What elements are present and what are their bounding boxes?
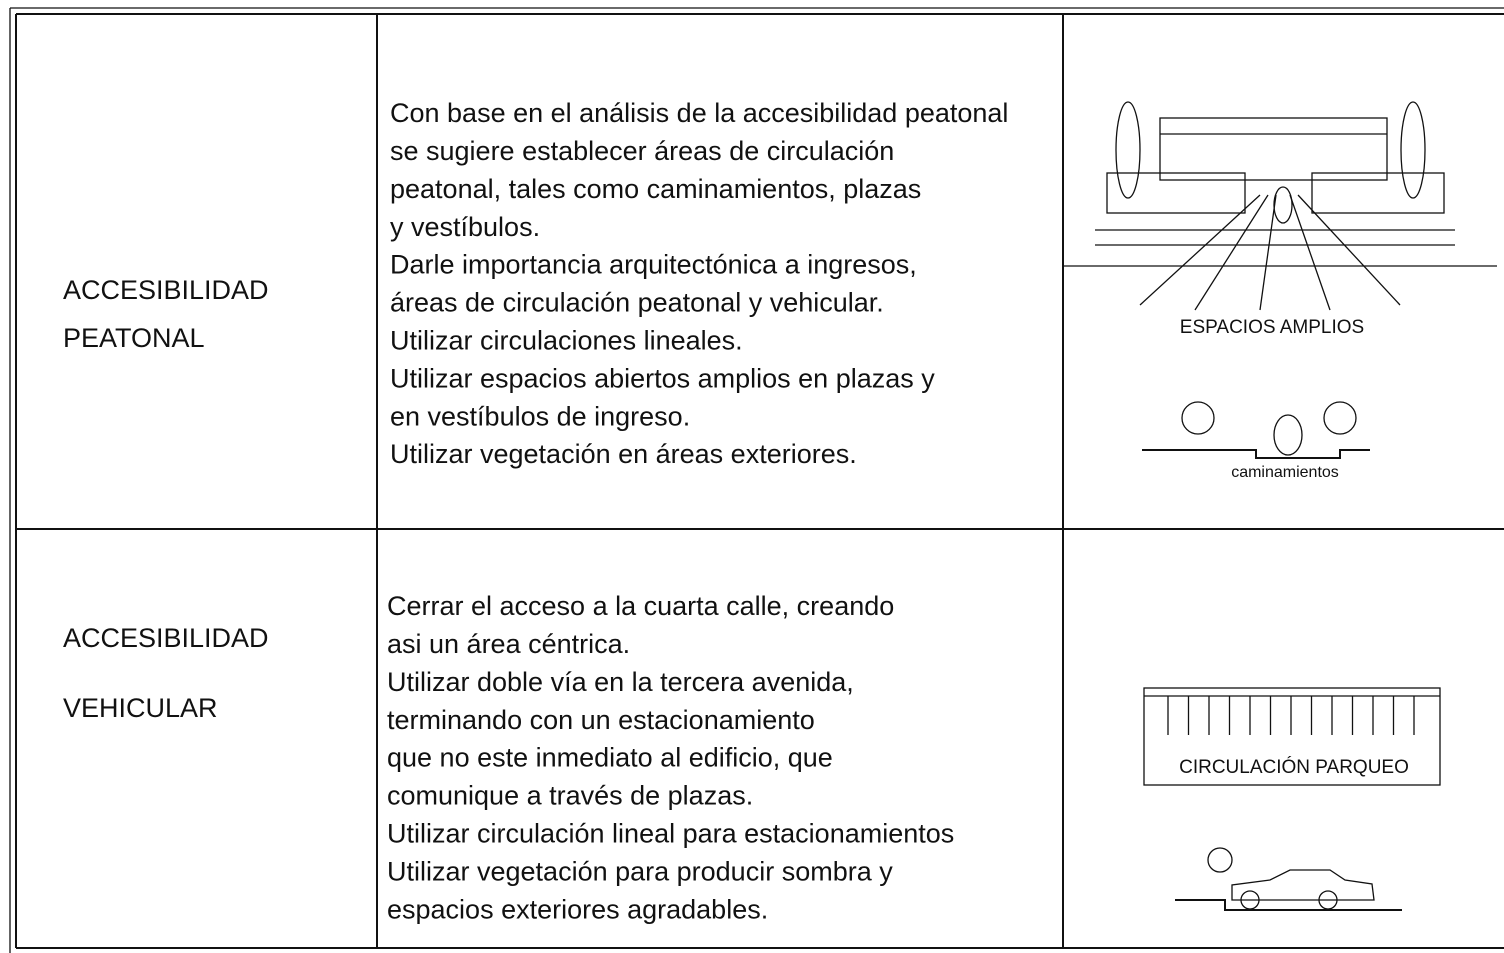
text-line: Utilizar espacios abiertos amplios en pl… xyxy=(390,363,935,393)
text-line: Utilizar doble vía en la tercera avenida… xyxy=(387,667,854,697)
text-line: asi un área céntrica. xyxy=(387,629,630,659)
text-line: Cerrar el acceso a la cuarta calle, crea… xyxy=(387,591,894,621)
text-line: Utilizar circulación lineal para estacio… xyxy=(387,819,954,849)
row-label: ACCESIBILIDAD xyxy=(63,623,269,653)
caption: ESPACIOS AMPLIOS xyxy=(1180,317,1364,338)
plaza-sketch xyxy=(1063,101,1497,311)
row-label: ACCESIBILIDAD xyxy=(63,275,269,305)
car-sketch xyxy=(1175,847,1402,911)
text-line: se sugiere establecer áreas de circulaci… xyxy=(390,136,894,166)
row-label: VEHICULAR xyxy=(63,693,218,723)
parking-sketch xyxy=(1143,687,1441,786)
text-line: áreas de circulación peatonal y vehicula… xyxy=(390,288,884,318)
text-line: Utilizar circulaciones lineales. xyxy=(390,326,743,356)
table-frame xyxy=(9,7,1504,953)
text-line: Con base en el análisis de la accesibili… xyxy=(390,98,1008,128)
content: ACCESIBILIDAD PEATONAL Con base en el anál… xyxy=(63,98,1409,924)
text-line: Darle importancia arquitectónica a ingre… xyxy=(390,250,917,280)
text-line: terminando con un estacionamiento xyxy=(387,705,815,735)
text-line: espacios exteriores agradables. xyxy=(387,894,768,924)
text-line: Utilizar vegetación para producir sombra… xyxy=(387,856,893,886)
text-line: y vestíbulos. xyxy=(390,212,540,242)
walkway-section xyxy=(1142,401,1370,459)
caption: CIRCULACIÓN PARQUEO xyxy=(1179,756,1409,778)
row-label: PEATONAL xyxy=(63,323,205,353)
caption: caminamientos xyxy=(1231,464,1339,481)
text-line: peatonal, tales como caminamientos, plaz… xyxy=(390,174,921,204)
text-line: que no este inmediato al edificio, que xyxy=(387,743,833,773)
text-line: en vestíbulos de ingreso. xyxy=(390,401,690,431)
text-line: comunique a través de plazas. xyxy=(387,781,753,811)
text-line: Utilizar vegetación en áreas exteriores. xyxy=(390,439,857,469)
